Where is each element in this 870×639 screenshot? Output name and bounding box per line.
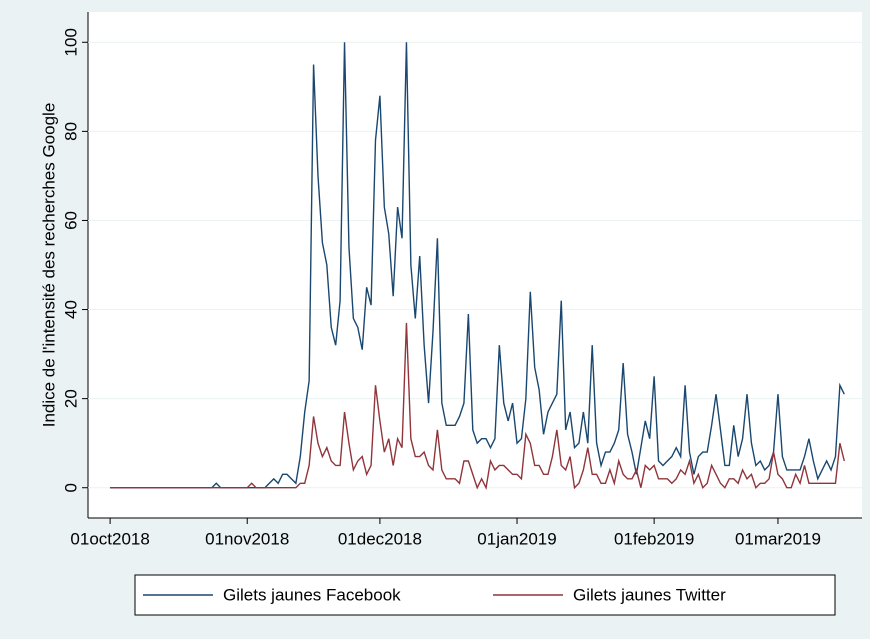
y-tick-label: 100 <box>61 28 80 56</box>
x-tick-label: 01mar2019 <box>735 529 821 548</box>
y-tick-label: 0 <box>61 483 80 492</box>
plot-area <box>88 12 862 518</box>
y-tick-label: 40 <box>61 300 80 319</box>
y-tick-label: 60 <box>61 211 80 230</box>
y-axis-title: Indice de l'intensité des recherches Goo… <box>39 103 58 428</box>
legend-label: Gilets jaunes Facebook <box>223 585 401 604</box>
legend-label: Gilets jaunes Twitter <box>573 585 726 604</box>
x-tick-label: 01feb2019 <box>614 529 694 548</box>
x-tick-label: 01oct2018 <box>70 529 149 548</box>
series-line <box>110 322 845 490</box>
y-tick-label: 80 <box>61 122 80 141</box>
y-tick-label: 20 <box>61 389 80 408</box>
legend <box>134 574 836 616</box>
x-tick-label: 01jan2019 <box>477 529 556 548</box>
x-tick-label: 01dec2018 <box>338 529 422 548</box>
x-tick-label: 01nov2018 <box>205 529 289 548</box>
